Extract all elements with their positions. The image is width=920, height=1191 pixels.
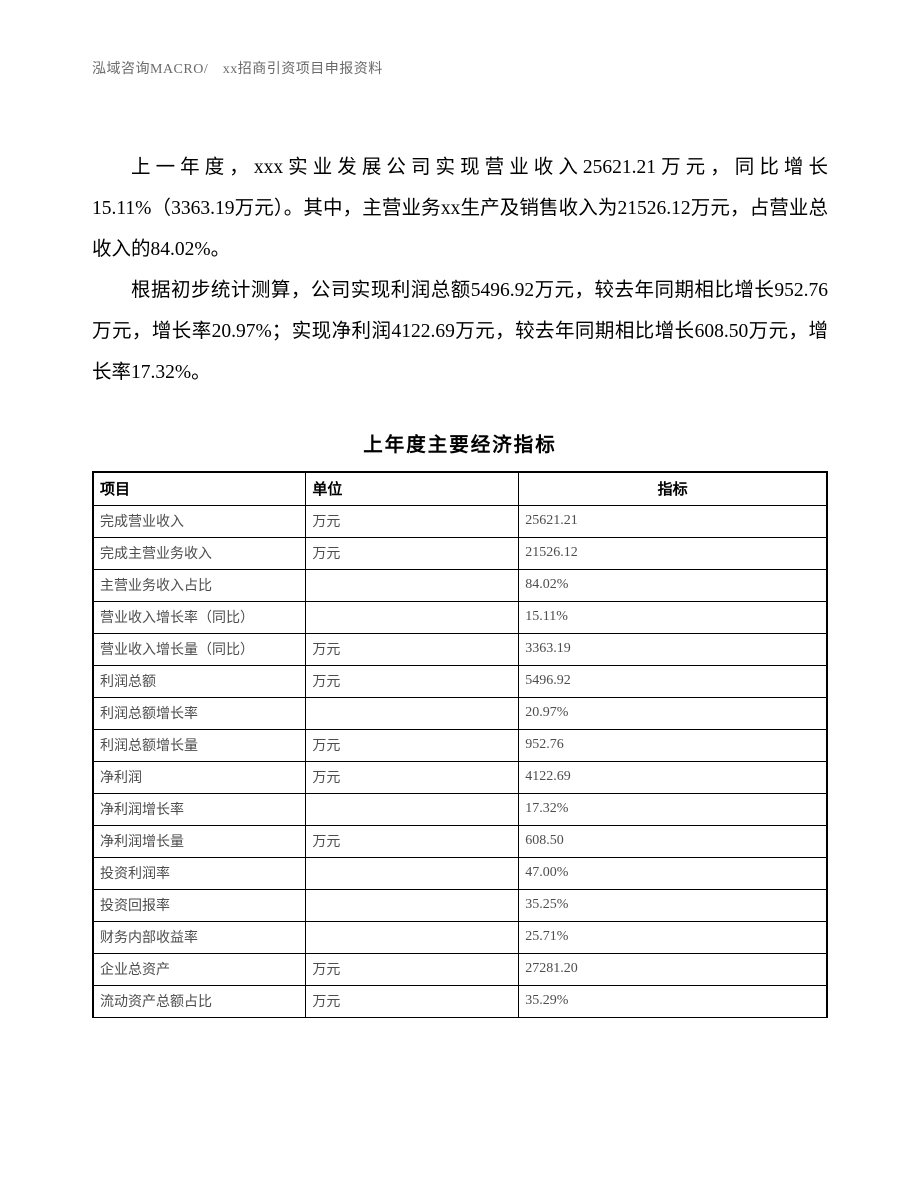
cell-unit xyxy=(306,601,519,633)
cell-item: 企业总资产 xyxy=(93,953,306,985)
col-header-item: 项目 xyxy=(93,472,306,506)
cell-value: 84.02% xyxy=(519,569,827,601)
cell-value: 25621.21 xyxy=(519,505,827,537)
table-body: 完成营业收入万元25621.21 完成主营业务收入万元21526.12 主营业务… xyxy=(93,505,827,1017)
cell-value: 47.00% xyxy=(519,857,827,889)
cell-value: 35.29% xyxy=(519,985,827,1017)
paragraph-1: 上一年度，xxx实业发展公司实现营业收入25621.21万元，同比增长15.11… xyxy=(92,148,828,271)
table-row: 利润总额万元5496.92 xyxy=(93,665,827,697)
cell-unit: 万元 xyxy=(306,729,519,761)
table-row: 净利润增长量万元608.50 xyxy=(93,825,827,857)
cell-unit xyxy=(306,857,519,889)
cell-value: 3363.19 xyxy=(519,633,827,665)
cell-unit: 万元 xyxy=(306,761,519,793)
cell-unit: 万元 xyxy=(306,633,519,665)
table-row: 净利润增长率 17.32% xyxy=(93,793,827,825)
cell-item: 主营业务收入占比 xyxy=(93,569,306,601)
table-row: 完成主营业务收入万元21526.12 xyxy=(93,537,827,569)
cell-item: 投资利润率 xyxy=(93,857,306,889)
cell-item: 营业收入增长量（同比） xyxy=(93,633,306,665)
table-row: 投资回报率 35.25% xyxy=(93,889,827,921)
cell-unit xyxy=(306,697,519,729)
cell-value: 15.11% xyxy=(519,601,827,633)
table-row: 营业收入增长率（同比） 15.11% xyxy=(93,601,827,633)
cell-item: 财务内部收益率 xyxy=(93,921,306,953)
table-row: 企业总资产万元27281.20 xyxy=(93,953,827,985)
economic-indicators-table: 项目 单位 指标 完成营业收入万元25621.21 完成主营业务收入万元2152… xyxy=(92,471,828,1018)
cell-unit: 万元 xyxy=(306,953,519,985)
cell-value: 4122.69 xyxy=(519,761,827,793)
cell-unit: 万元 xyxy=(306,665,519,697)
cell-value: 27281.20 xyxy=(519,953,827,985)
cell-unit xyxy=(306,889,519,921)
table-row: 净利润万元4122.69 xyxy=(93,761,827,793)
cell-item: 完成营业收入 xyxy=(93,505,306,537)
table-row: 营业收入增长量（同比）万元3363.19 xyxy=(93,633,827,665)
cell-unit: 万元 xyxy=(306,537,519,569)
table-title: 上年度主要经济指标 xyxy=(92,428,828,457)
table-row: 完成营业收入万元25621.21 xyxy=(93,505,827,537)
cell-value: 608.50 xyxy=(519,825,827,857)
cell-unit xyxy=(306,793,519,825)
table-row: 利润总额增长量万元952.76 xyxy=(93,729,827,761)
paragraph-2: 根据初步统计测算，公司实现利润总额5496.92万元，较去年同期相比增长952.… xyxy=(92,271,828,394)
cell-unit: 万元 xyxy=(306,985,519,1017)
cell-unit: 万元 xyxy=(306,825,519,857)
cell-value: 20.97% xyxy=(519,697,827,729)
cell-item: 利润总额 xyxy=(93,665,306,697)
cell-item: 净利润 xyxy=(93,761,306,793)
cell-value: 952.76 xyxy=(519,729,827,761)
table-header-row: 项目 单位 指标 xyxy=(93,472,827,506)
cell-item: 营业收入增长率（同比） xyxy=(93,601,306,633)
cell-item: 利润总额增长量 xyxy=(93,729,306,761)
table-row: 投资利润率 47.00% xyxy=(93,857,827,889)
cell-item: 投资回报率 xyxy=(93,889,306,921)
cell-item: 完成主营业务收入 xyxy=(93,537,306,569)
cell-unit: 万元 xyxy=(306,505,519,537)
cell-unit xyxy=(306,569,519,601)
col-header-unit: 单位 xyxy=(306,472,519,506)
table-row: 财务内部收益率 25.71% xyxy=(93,921,827,953)
cell-value: 5496.92 xyxy=(519,665,827,697)
table-row: 流动资产总额占比万元35.29% xyxy=(93,985,827,1017)
cell-value: 35.25% xyxy=(519,889,827,921)
table-row: 主营业务收入占比 84.02% xyxy=(93,569,827,601)
cell-value: 21526.12 xyxy=(519,537,827,569)
cell-item: 净利润增长量 xyxy=(93,825,306,857)
cell-item: 利润总额增长率 xyxy=(93,697,306,729)
cell-value: 17.32% xyxy=(519,793,827,825)
page-header: 泓域咨询MACRO/ xx招商引资项目申报资料 xyxy=(92,58,828,78)
col-header-value: 指标 xyxy=(519,472,827,506)
cell-item: 流动资产总额占比 xyxy=(93,985,306,1017)
cell-value: 25.71% xyxy=(519,921,827,953)
table-row: 利润总额增长率 20.97% xyxy=(93,697,827,729)
page: 泓域咨询MACRO/ xx招商引资项目申报资料 上一年度，xxx实业发展公司实现… xyxy=(0,0,920,1191)
body-text: 上一年度，xxx实业发展公司实现营业收入25621.21万元，同比增长15.11… xyxy=(92,148,828,394)
cell-item: 净利润增长率 xyxy=(93,793,306,825)
cell-unit xyxy=(306,921,519,953)
